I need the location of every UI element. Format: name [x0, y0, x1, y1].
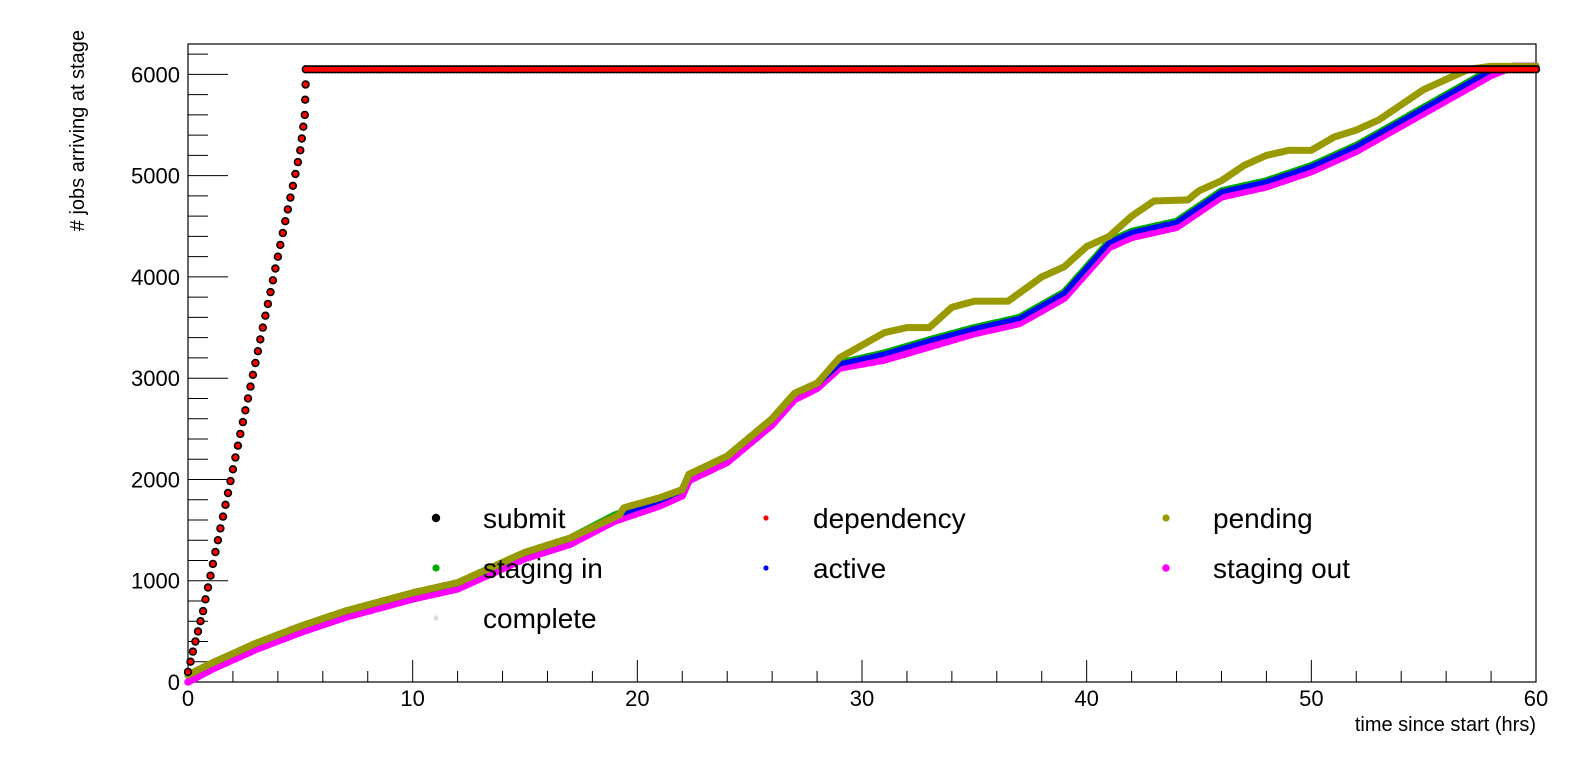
legend-marker-submit — [431, 513, 441, 523]
point-dependency — [260, 325, 266, 331]
point-dependency — [265, 301, 271, 307]
point-dependency — [192, 638, 198, 645]
point-dependency — [302, 112, 308, 118]
point-dependency — [212, 549, 218, 555]
point-dependency — [287, 195, 293, 201]
point-dependency — [285, 206, 291, 212]
point-dependency — [242, 407, 248, 413]
legend-item-staging-in: staging in — [432, 553, 603, 584]
legend-marker-staging-out — [1162, 564, 1170, 572]
point-dependency — [292, 171, 298, 177]
point-dependency — [195, 628, 201, 635]
point-dependency — [280, 230, 286, 236]
point-dependency — [232, 454, 238, 461]
point-dependency — [255, 348, 261, 354]
point-dependency — [235, 443, 241, 449]
x-tick-label: 50 — [1299, 686, 1323, 711]
point-dependency — [197, 618, 204, 624]
point-dependency — [267, 289, 274, 295]
point-dependency — [247, 384, 254, 390]
point-dependency — [187, 659, 194, 665]
legend-marker-pending — [1162, 514, 1170, 522]
legend-label-staging-in: staging in — [483, 553, 603, 584]
y-tick-label: 5000 — [131, 164, 180, 189]
point-dependency — [220, 514, 226, 520]
x-tick-label: 10 — [400, 686, 424, 711]
y-axis-title: # jobs arriving at stage — [67, 30, 89, 231]
legend-item-pending: pending — [1162, 503, 1313, 534]
point-dependency — [275, 254, 281, 260]
legend-item-submit: submit — [431, 503, 566, 534]
y-tick-label: 0 — [168, 670, 180, 695]
point-dependency — [185, 669, 191, 675]
point-dependency — [230, 466, 236, 472]
x-tick-label: 40 — [1074, 686, 1098, 711]
legend-item-dependency: dependency — [763, 503, 966, 534]
legend-marker-active — [763, 565, 769, 571]
legend-label-active: active — [813, 553, 886, 584]
point-dependency — [200, 608, 206, 614]
x-tick-label: 30 — [850, 686, 874, 711]
point-dependency — [215, 537, 221, 543]
legend-marker-complete — [433, 615, 439, 621]
point-dependency — [210, 561, 216, 567]
point-dependency — [207, 573, 214, 579]
legend-item-active: active — [763, 553, 886, 584]
point-dependency — [282, 218, 288, 224]
y-tick-label: 1000 — [131, 569, 180, 594]
y-tick-label: 6000 — [131, 62, 180, 87]
point-dependency — [190, 649, 196, 655]
series-dependency — [185, 66, 1539, 675]
y-tick-label: 2000 — [131, 467, 180, 492]
legend-item-complete: complete — [433, 603, 597, 634]
y-tick-label: 4000 — [131, 265, 180, 290]
point-dependency — [222, 502, 229, 508]
y-axis: 0 1000 2000 3000 4000 5000 6000 — [131, 53, 228, 695]
series-layer — [183, 62, 1541, 686]
point-dependency — [297, 147, 303, 153]
legend-label-pending: pending — [1213, 503, 1313, 534]
legend-label-submit: submit — [483, 503, 566, 534]
y-tick-label: 3000 — [131, 366, 180, 391]
point-dependency — [202, 596, 209, 602]
x-axis-title: time since start (hrs) — [1355, 714, 1536, 736]
point-dependency — [227, 478, 234, 484]
point-dependency — [270, 277, 276, 283]
legend-label-staging-out: staging out — [1213, 553, 1350, 584]
point-dependency — [300, 124, 306, 130]
legend-label-dependency: dependency — [813, 503, 966, 534]
point-dependency — [205, 584, 211, 591]
legend-item-staging-out: staging out — [1162, 553, 1350, 584]
point-dependency — [225, 490, 231, 496]
point-dependency — [303, 81, 309, 88]
point-dependency — [257, 336, 263, 342]
legend: submit dependency pending staging in active s… — [431, 503, 1350, 634]
point-dependency — [252, 360, 258, 366]
legend-marker-dependency — [763, 515, 769, 521]
point-dependency — [295, 159, 301, 165]
point-dependency — [217, 525, 223, 532]
point-dependency — [299, 135, 305, 142]
point-dependency — [262, 313, 268, 319]
point-dependency — [277, 242, 283, 248]
point-dependency — [290, 183, 296, 189]
point-dependency — [1533, 66, 1539, 72]
x-tick-label: 20 — [625, 686, 649, 711]
point-dependency — [240, 419, 246, 425]
legend-label-complete: complete — [483, 603, 597, 634]
x-tick-label: 60 — [1524, 686, 1548, 711]
point-dependency — [250, 372, 256, 378]
x-tick-label: 0 — [182, 686, 194, 711]
point-dependency — [272, 265, 278, 272]
point-dependency — [245, 395, 251, 401]
legend-marker-staging-in — [432, 564, 440, 572]
point-dependency — [237, 431, 243, 437]
point-dependency — [302, 97, 308, 103]
